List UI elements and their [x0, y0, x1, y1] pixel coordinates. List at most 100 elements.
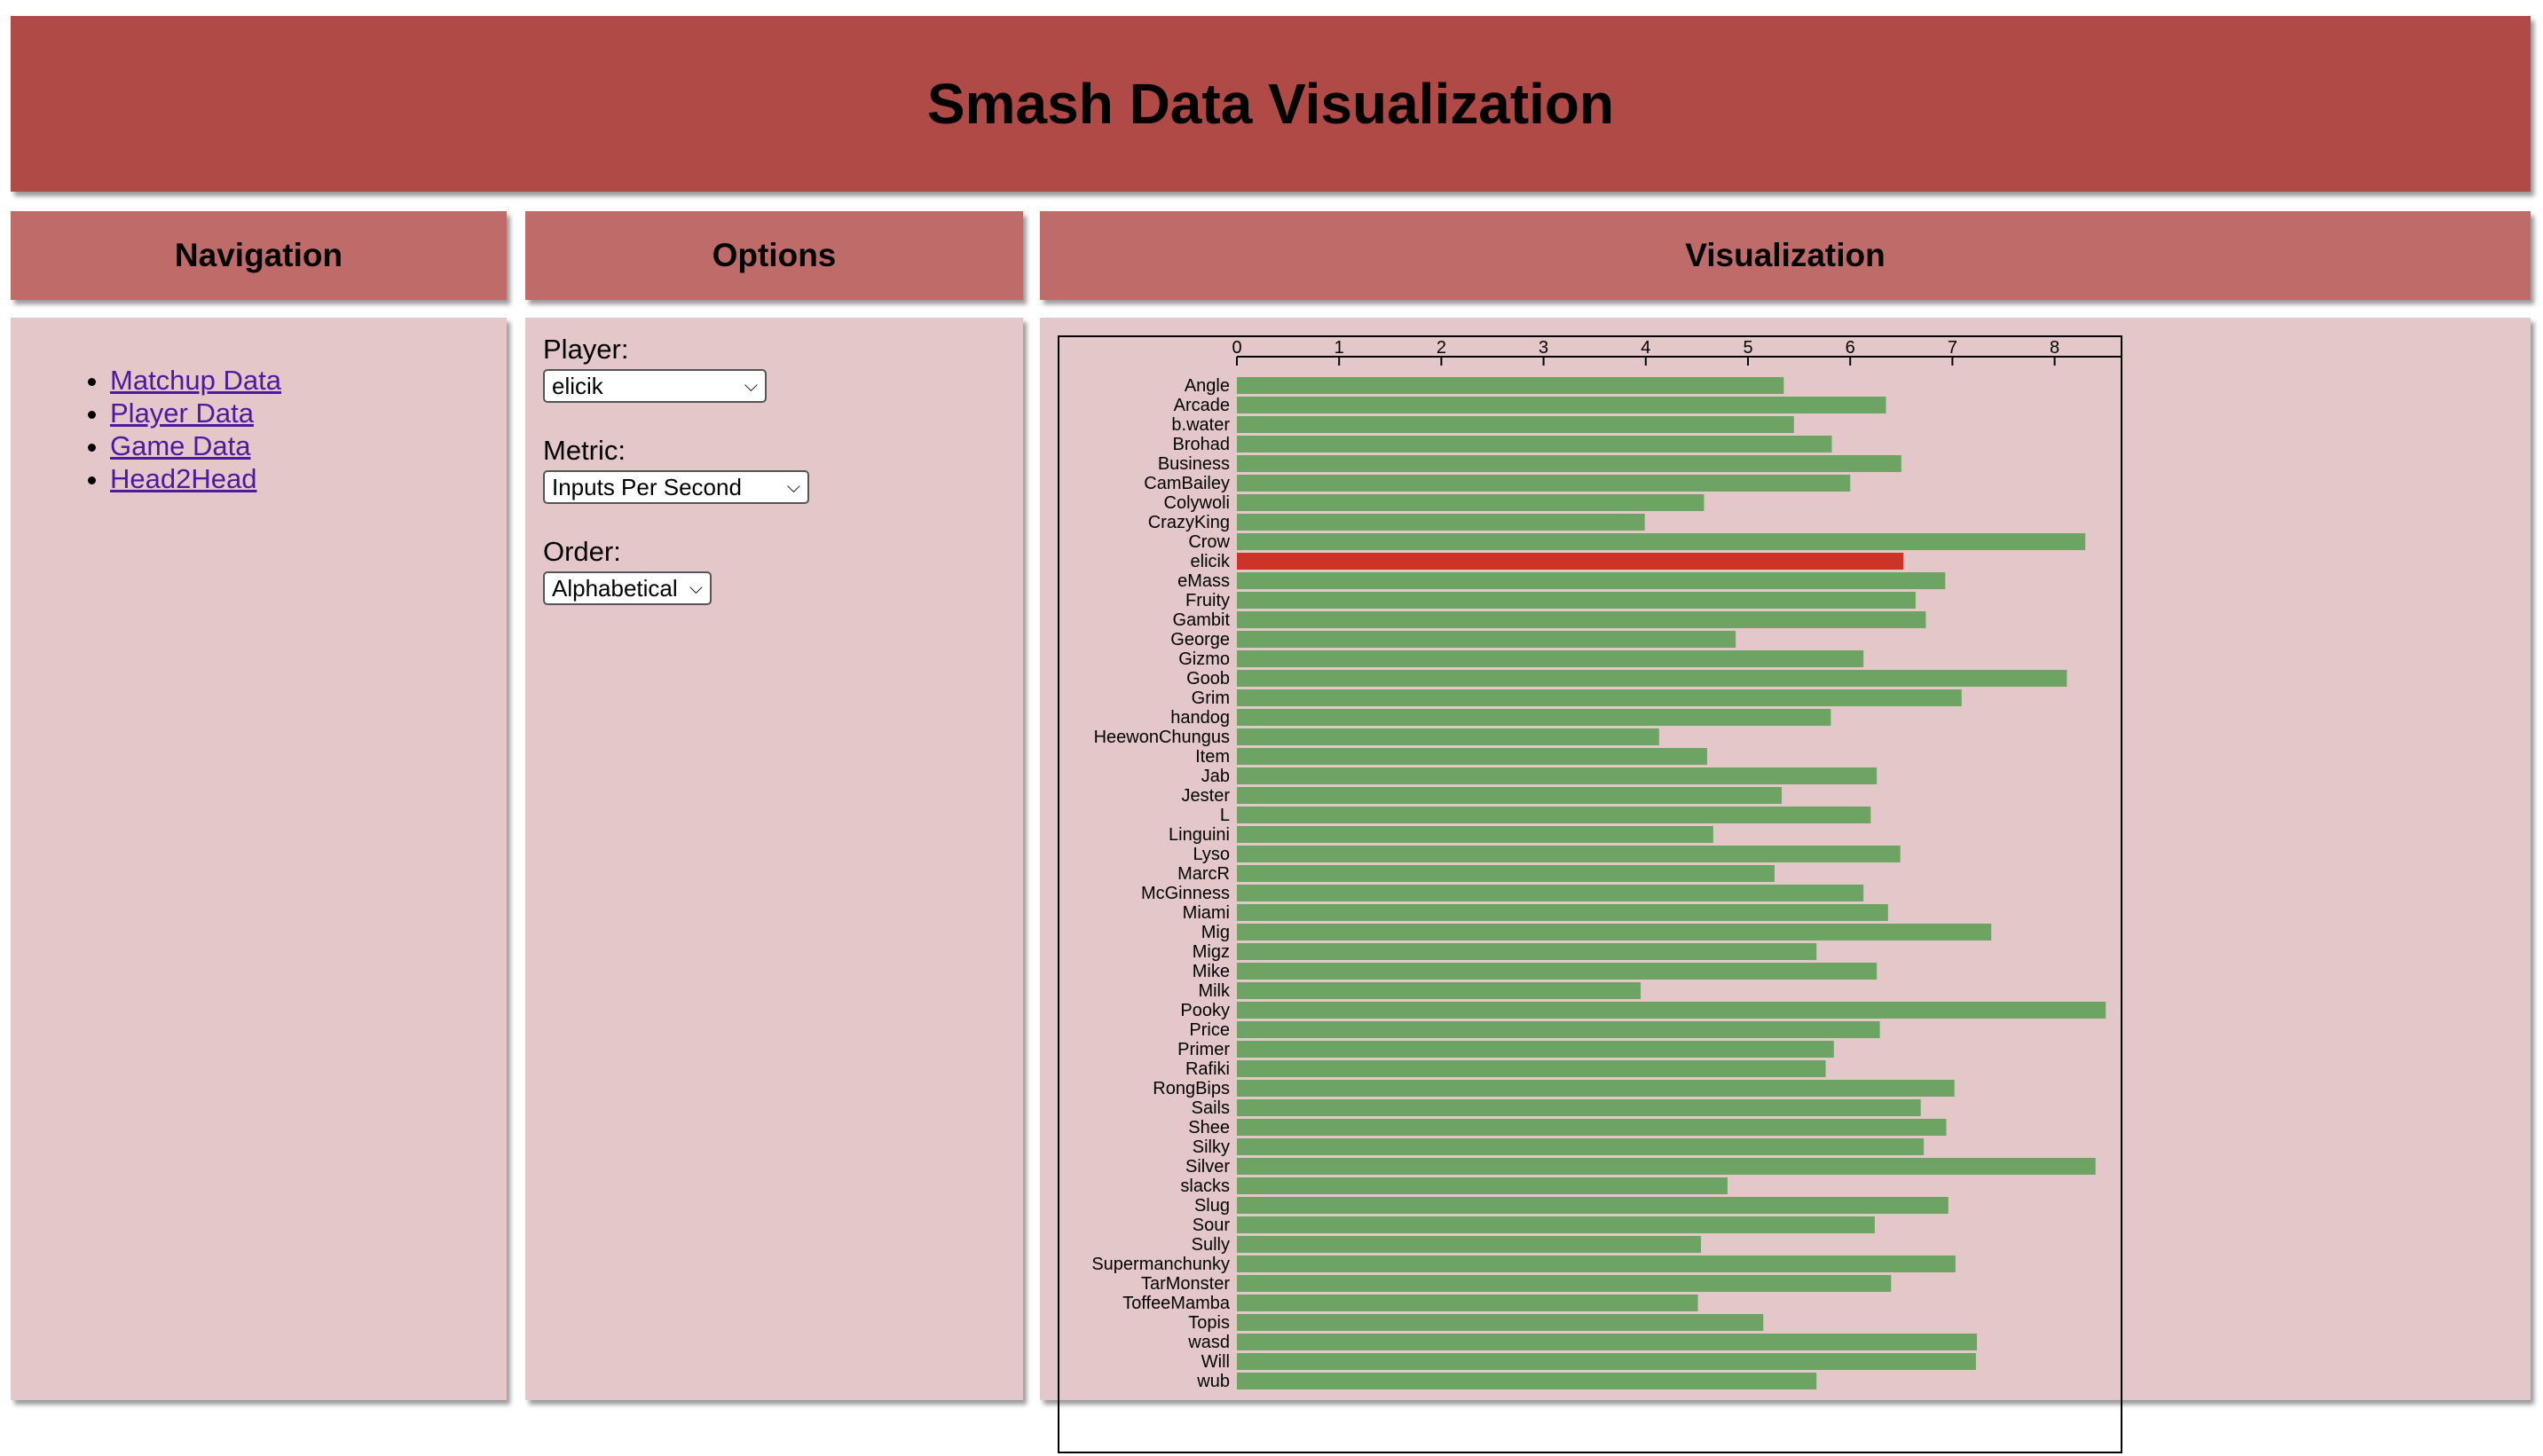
visualization-panel: 0 1 2 3 4 5 6 7 8 Angle Arcade b.water Brohad Busines…: [1040, 318, 2531, 1453]
navigation-panel-header: Navigation: [11, 211, 507, 300]
nav-list: Matchup Data Player Data Game Data Head2…: [110, 364, 281, 495]
bar-Primer: [1237, 1041, 1834, 1058]
bar-Grim: [1237, 689, 1962, 706]
category-label: Shee: [1188, 1118, 1230, 1137]
category-label: Crow: [1188, 532, 1230, 552]
category-label: eMass: [1177, 571, 1230, 591]
visualization-panel-header: Visualization: [1040, 211, 2531, 300]
bar-RongBips: [1237, 1080, 1955, 1097]
metric-select[interactable]: Inputs Per Second ⌵: [543, 470, 809, 504]
category-label: Silky: [1193, 1137, 1230, 1157]
category-label: Business: [1158, 454, 1230, 474]
category-label: Primer: [1177, 1040, 1230, 1059]
category-label: MarcR: [1177, 864, 1230, 884]
bar-Fruity: [1237, 592, 1916, 609]
bar-Lyso: [1237, 846, 1901, 862]
bar-Brohad: [1237, 436, 1832, 453]
navigation-heading: Navigation: [174, 237, 343, 273]
bar-Miami: [1237, 904, 1888, 921]
bar-Gizmo: [1237, 650, 1864, 667]
category-label: Lyso: [1193, 845, 1230, 864]
category-label: Gambit: [1173, 610, 1231, 630]
bar-Shee: [1237, 1119, 1947, 1136]
category-label: Grim: [1192, 689, 1230, 708]
x-tick-label: 6: [1846, 338, 1855, 358]
x-tick-label: 4: [1641, 338, 1650, 358]
bar-Rafiki: [1237, 1060, 1826, 1077]
bar-Milk: [1237, 982, 1642, 999]
category-label: McGinness: [1141, 884, 1230, 903]
bar-Mike: [1237, 963, 1878, 980]
bar-Gambit: [1237, 611, 1926, 628]
bar-Sails: [1237, 1099, 1921, 1116]
category-label: Mig: [1201, 923, 1230, 942]
category-label: Migz: [1193, 942, 1230, 962]
category-label: Arcade: [1174, 396, 1230, 415]
nav-link-matchup-data[interactable]: Matchup Data: [110, 365, 281, 396]
player-select-value: elicik: [552, 372, 603, 399]
bar-Jester: [1237, 787, 1783, 804]
category-label: Miami: [1183, 903, 1230, 923]
bar-Silky: [1237, 1138, 1925, 1155]
category-label: Sour: [1193, 1216, 1231, 1235]
bar-Angle: [1237, 377, 1784, 394]
visualization-heading: Visualization: [1685, 237, 1886, 273]
nav-link-player-data[interactable]: Player Data: [110, 397, 254, 429]
bar-Crow: [1237, 533, 2086, 550]
x-axis: 0 1 2 3 4 5 6 7 8: [1232, 338, 2128, 366]
x-tick-label: 0: [1232, 338, 1241, 358]
category-label: handog: [1170, 708, 1230, 728]
nav-link-head2head[interactable]: Head2Head: [110, 463, 257, 494]
category-label: Goob: [1186, 669, 1230, 689]
category-label: Gizmo: [1178, 649, 1230, 669]
category-label: Mike: [1193, 962, 1230, 981]
app-header: Smash Data Visualization: [11, 16, 2531, 192]
chart-frame: 0 1 2 3 4 5 6 7 8 Angle Arcade b.water Brohad Busines…: [1058, 335, 2128, 1453]
category-label: wub: [1196, 1372, 1230, 1391]
bar-Linguini: [1237, 826, 1713, 843]
bar-Sour: [1237, 1216, 1875, 1233]
category-label: Rafiki: [1185, 1059, 1230, 1079]
chevron-down-icon: ⌵: [744, 375, 758, 396]
category-label: Silver: [1185, 1157, 1230, 1177]
order-select[interactable]: Alphabetical ⌵: [543, 571, 712, 605]
bar-b.water: [1237, 416, 1794, 433]
category-label: Fruity: [1185, 591, 1230, 610]
category-label: slacks: [1180, 1177, 1230, 1196]
nav-item-matchup-data: Matchup Data: [110, 364, 281, 397]
x-tick-label: 5: [1743, 338, 1752, 358]
player-select[interactable]: elicik ⌵: [543, 369, 767, 403]
nav-link-game-data[interactable]: Game Data: [110, 430, 251, 461]
x-tick-label: 2: [1437, 338, 1446, 358]
category-label: Jab: [1201, 767, 1230, 786]
metric-label: Metric:: [543, 435, 626, 466]
options-panel: Player: elicik ⌵ Metric: Inputs Per Seco…: [525, 318, 1023, 1400]
bar-TarMonster: [1237, 1275, 1892, 1292]
category-label: George: [1170, 630, 1230, 649]
category-label: Jester: [1182, 786, 1231, 806]
bar-CamBailey: [1237, 475, 1851, 492]
bar-Price: [1237, 1021, 1880, 1038]
bar-George: [1237, 631, 1736, 648]
category-label: elicik: [1191, 552, 1231, 571]
bar-Silver: [1237, 1158, 2096, 1175]
category-label: Topis: [1188, 1313, 1230, 1333]
bar-Business: [1237, 455, 1901, 472]
category-label: CrazyKing: [1148, 513, 1230, 532]
category-label: Supermanchunky: [1091, 1255, 1230, 1274]
player-option: Player: elicik ⌵: [543, 334, 767, 403]
bar-Jab: [1237, 767, 1878, 784]
x-tick-label: 1: [1334, 338, 1344, 358]
bar-Slug: [1237, 1197, 1949, 1214]
bar-McGinness: [1237, 885, 1864, 901]
chevron-down-icon: ⌵: [689, 578, 703, 598]
metric-select-value: Inputs Per Second: [552, 473, 742, 500]
bar-MarcR: [1237, 865, 1775, 882]
player-label: Player:: [543, 334, 629, 365]
bar-Arcade: [1237, 397, 1886, 413]
bar-Will: [1237, 1353, 1976, 1370]
category-label: Sails: [1192, 1098, 1230, 1118]
options-heading: Options: [712, 237, 837, 273]
category-label: CamBailey: [1144, 474, 1230, 493]
x-tick-label: 3: [1539, 338, 1548, 358]
